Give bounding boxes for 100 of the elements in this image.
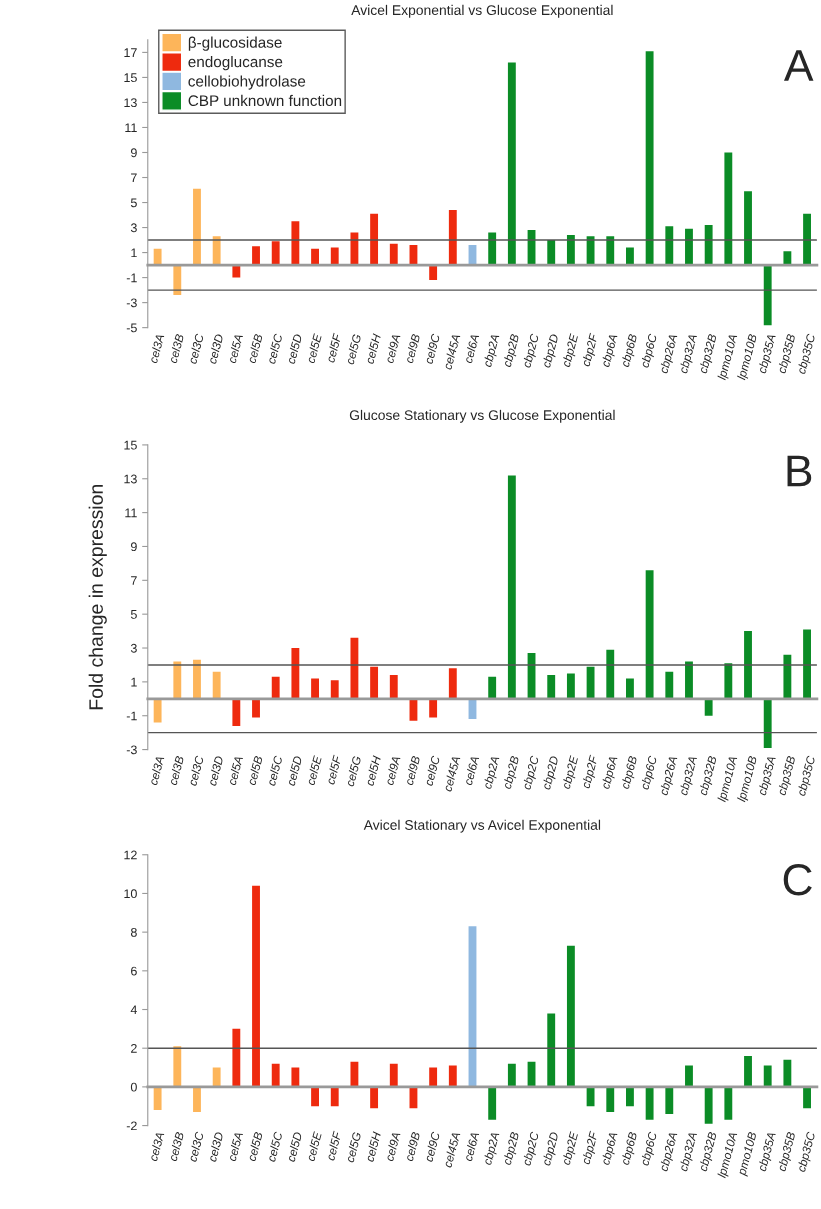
bar bbox=[744, 1055, 752, 1087]
bar bbox=[429, 265, 438, 281]
x-tick-label: cel5E bbox=[306, 1131, 322, 1162]
bar bbox=[507, 475, 516, 699]
x-tick-label: cel5A bbox=[227, 1131, 244, 1162]
x-tick-label: cel3B bbox=[168, 1131, 185, 1162]
bar bbox=[665, 226, 674, 266]
bar bbox=[330, 680, 339, 699]
x-tick-label: cel5H bbox=[364, 1131, 382, 1163]
y-tick-label: 7 bbox=[131, 173, 137, 183]
x-tick-label: cbp35C bbox=[796, 333, 818, 375]
bar bbox=[645, 570, 654, 699]
bar bbox=[606, 236, 615, 266]
bar bbox=[271, 676, 280, 699]
bar bbox=[586, 666, 595, 699]
x-tick-label: cbp35A bbox=[757, 333, 779, 375]
bar bbox=[291, 221, 300, 266]
x-tick-label: cel5G bbox=[345, 1131, 362, 1163]
bar bbox=[291, 1067, 300, 1087]
bar bbox=[193, 659, 201, 699]
bar bbox=[685, 661, 693, 699]
x-tick-label: cel5E bbox=[306, 333, 322, 364]
chart-title: Glucose Stationary vs Glucose Exponential bbox=[349, 409, 615, 423]
y-tick-label: 3 bbox=[130, 643, 137, 653]
bar bbox=[370, 213, 379, 266]
x-tick-label: cel5D bbox=[286, 1131, 303, 1163]
x-tick-label: cel5G bbox=[345, 333, 362, 365]
bar bbox=[330, 247, 339, 266]
x-tick-label: cbp35A bbox=[757, 1131, 779, 1173]
x-tick-label: cel45A bbox=[442, 333, 461, 370]
x-tick-label: cel5F bbox=[325, 332, 342, 363]
x-tick-label: cel6A bbox=[463, 1131, 480, 1162]
bar bbox=[803, 629, 811, 699]
bar bbox=[429, 698, 438, 718]
x-tick-label: cbp2C bbox=[521, 755, 542, 791]
bar bbox=[311, 678, 319, 699]
bar bbox=[311, 1086, 319, 1107]
bar bbox=[350, 637, 359, 699]
bar bbox=[724, 663, 733, 699]
x-tick-label: cel3A bbox=[148, 755, 165, 786]
bar bbox=[626, 247, 634, 266]
bar bbox=[488, 676, 497, 699]
y-tick-label: 1 bbox=[131, 248, 137, 258]
bar bbox=[704, 225, 713, 266]
x-tick-label: cbp32A bbox=[678, 755, 700, 797]
bar bbox=[311, 248, 319, 266]
x-tick-label: cbp2A bbox=[482, 1131, 502, 1166]
bar bbox=[370, 1086, 379, 1109]
x-tick-label: cbp35B bbox=[776, 755, 798, 797]
x-tick-label: cel3B bbox=[168, 333, 185, 364]
bar bbox=[803, 213, 811, 266]
x-tick-label: cbp6C bbox=[639, 755, 660, 791]
x-tick-label: cbp2F bbox=[581, 754, 601, 790]
bar bbox=[232, 265, 241, 278]
y-tick-label: 13 bbox=[124, 474, 137, 484]
y-tick-label: -3 bbox=[126, 298, 137, 308]
bar bbox=[389, 243, 398, 266]
y-tick-label: 1 bbox=[131, 677, 137, 687]
x-tick-label: cbp26A bbox=[658, 755, 680, 797]
bar bbox=[763, 698, 772, 748]
x-tick-label: cel9B bbox=[404, 755, 421, 786]
x-tick-label: cel6A bbox=[463, 333, 480, 364]
x-tick-label: cbp6C bbox=[639, 1131, 660, 1167]
x-tick-label: cel5C bbox=[266, 1131, 283, 1163]
x-tick-label: cel9C bbox=[424, 755, 441, 787]
bar bbox=[586, 1086, 595, 1107]
x-tick-label: cel5H bbox=[364, 333, 382, 365]
x-tick-label: cel3A bbox=[148, 1131, 165, 1162]
bar bbox=[271, 1063, 280, 1087]
bar bbox=[193, 188, 201, 266]
x-tick-label: cbp6A bbox=[600, 333, 620, 368]
x-tick-label: cel5B bbox=[246, 1131, 263, 1162]
x-tick-label: cel5F bbox=[325, 754, 342, 785]
bar bbox=[448, 1065, 457, 1087]
bar bbox=[212, 1067, 221, 1087]
x-tick-label: cel3C bbox=[187, 755, 204, 787]
bar bbox=[488, 1086, 497, 1120]
x-tick-label: cel9C bbox=[424, 1131, 441, 1163]
bar bbox=[271, 241, 280, 266]
y-tick-label: 3 bbox=[130, 223, 137, 233]
y-axis-title: Fold change in expression bbox=[88, 485, 107, 710]
bar bbox=[704, 698, 713, 716]
bar bbox=[566, 673, 575, 699]
bar bbox=[724, 1086, 733, 1120]
bar bbox=[507, 62, 516, 266]
bar bbox=[252, 246, 260, 266]
legend-label: endoglucanse bbox=[188, 56, 283, 71]
y-tick-label: 6 bbox=[131, 966, 137, 976]
y-tick-label: 7 bbox=[131, 576, 137, 585]
x-tick-label: cbp2C bbox=[521, 1131, 542, 1167]
bar bbox=[744, 631, 752, 699]
bar bbox=[606, 649, 615, 699]
x-tick-label: cbp32A bbox=[678, 333, 700, 375]
bar bbox=[626, 678, 634, 699]
x-tick-label: cbp32B bbox=[699, 333, 717, 374]
x-tick-label: cbp6B bbox=[620, 755, 640, 790]
x-tick-label: cel3B bbox=[168, 755, 185, 786]
y-tick-label: 4 bbox=[130, 1005, 137, 1015]
bar bbox=[685, 228, 693, 266]
annotation: A bbox=[783, 50, 814, 81]
